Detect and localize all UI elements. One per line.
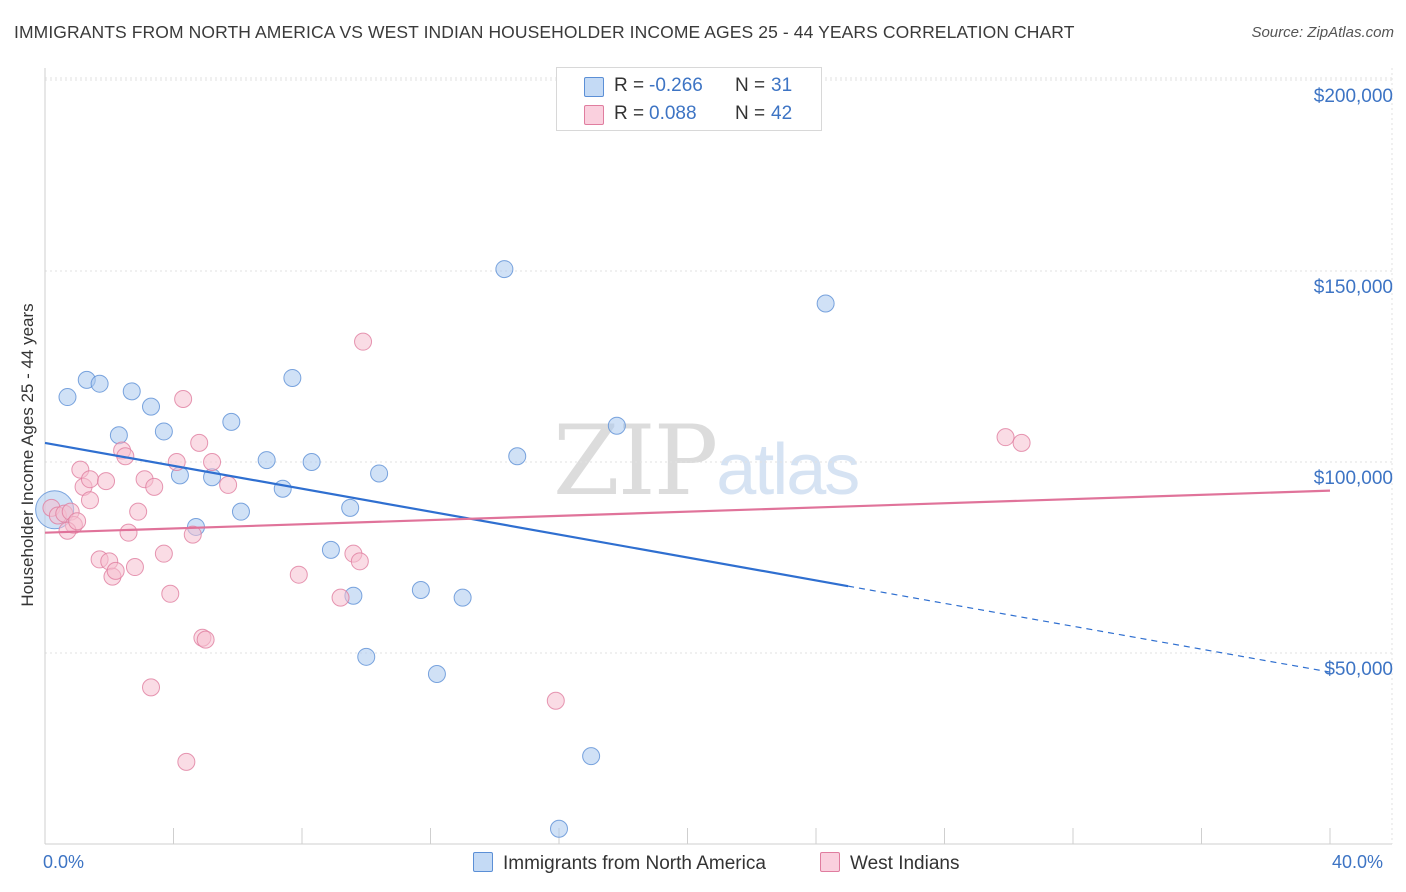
point-west-indians xyxy=(129,502,148,521)
correlation-legend: R = -0.266 N = 31 R = 0.088 N = 42 xyxy=(556,67,822,131)
legend-r-label: R = xyxy=(614,75,645,96)
point-west-indians xyxy=(350,552,369,571)
point-north-america xyxy=(816,294,835,313)
point-north-america xyxy=(427,665,446,684)
point-north-america xyxy=(109,426,128,445)
point-west-indians xyxy=(145,477,164,496)
watermark-atlas: atlas xyxy=(716,430,860,510)
legend-row-west-indians: R = 0.088 N = 42 xyxy=(557,101,821,129)
point-north-america xyxy=(154,422,173,441)
legend-r-label: R = xyxy=(614,103,645,124)
point-north-america xyxy=(357,647,376,666)
point-north-america xyxy=(58,388,77,407)
watermark: ZIPatlas xyxy=(553,405,860,517)
point-west-indians xyxy=(80,470,99,489)
point-north-america xyxy=(321,540,340,559)
bottom-legend-label-north-america: Immigrants from North America xyxy=(503,853,766,874)
point-west-indians xyxy=(161,584,180,603)
y-tick-label-50k: $50,000 xyxy=(1324,659,1393,680)
legend-r-value: -0.266 xyxy=(649,75,703,96)
trendline-west-indians xyxy=(44,489,1331,534)
point-north-america xyxy=(453,588,472,607)
point-west-indians xyxy=(142,678,161,697)
point-north-america xyxy=(257,451,276,470)
legend-n-label: N = xyxy=(735,103,766,124)
point-north-america xyxy=(302,453,321,471)
point-north-america xyxy=(582,747,601,766)
watermark-zip: ZIP xyxy=(553,405,718,517)
point-north-america xyxy=(90,374,109,393)
point-north-america xyxy=(231,502,250,521)
legend-n-label: N = xyxy=(735,75,766,96)
x-tick-label-min: 0.0% xyxy=(43,852,85,872)
point-north-america xyxy=(508,447,527,466)
y-tick-label-200k: $200,000 xyxy=(1313,86,1393,107)
point-west-indians xyxy=(183,525,202,544)
point-north-america xyxy=(495,260,514,279)
point-west-indians xyxy=(546,691,565,710)
point-west-indians xyxy=(174,389,193,408)
point-north-america xyxy=(370,464,389,483)
bottom-legend-swatch-north-america xyxy=(473,852,493,872)
point-west-indians xyxy=(289,565,308,584)
legend-r-value: 0.088 xyxy=(649,103,697,124)
point-west-indians xyxy=(125,558,144,577)
point-north-america xyxy=(142,397,161,416)
bottom-legend-west-indians: West Indians xyxy=(820,852,959,875)
trendline-north-america xyxy=(44,441,849,588)
point-west-indians xyxy=(119,523,138,542)
point-north-america xyxy=(122,382,141,401)
y-tick-label-150k: $150,000 xyxy=(1313,277,1393,298)
point-west-indians xyxy=(106,561,125,580)
point-north-america xyxy=(283,368,302,387)
legend-n-value: 42 xyxy=(771,103,793,124)
point-north-america xyxy=(550,819,568,838)
x-tick-label-max: 40.0% xyxy=(1332,852,1384,872)
point-north-america xyxy=(222,412,241,431)
point-west-indians xyxy=(80,491,99,510)
point-north-america xyxy=(607,416,626,435)
bottom-legend-north-america: Immigrants from North America xyxy=(473,852,766,875)
point-north-america xyxy=(273,479,292,498)
point-west-indians xyxy=(97,472,116,491)
trendline-north-america-projection xyxy=(848,585,1331,673)
legend-swatch-north-america xyxy=(584,77,604,97)
point-west-indians xyxy=(354,332,373,351)
y-axis-label: Householder Income Ages 25 - 44 years xyxy=(18,303,37,607)
point-west-indians xyxy=(68,512,87,531)
point-west-indians xyxy=(219,475,238,494)
point-west-indians xyxy=(203,453,222,471)
bottom-legend-swatch-west-indians xyxy=(820,852,840,872)
point-north-america xyxy=(411,580,430,599)
bottom-legend-label-west-indians: West Indians xyxy=(850,853,960,874)
legend-row-north-america: R = -0.266 N = 31 xyxy=(557,73,821,101)
chart-title: IMMIGRANTS FROM NORTH AMERICA VS WEST IN… xyxy=(14,22,1075,42)
point-west-indians xyxy=(154,544,173,563)
point-west-indians xyxy=(196,630,215,649)
legend-n-value: 31 xyxy=(771,75,793,96)
point-west-indians xyxy=(1012,433,1031,452)
point-west-indians xyxy=(331,588,350,607)
point-west-indians xyxy=(190,433,209,452)
legend-swatch-west-indians xyxy=(584,105,604,125)
source-credit: Source: ZipAtlas.com xyxy=(1251,24,1394,41)
point-west-indians xyxy=(996,428,1015,447)
y-tick-label-100k: $100,000 xyxy=(1313,468,1393,489)
point-north-america xyxy=(341,498,360,517)
point-west-indians xyxy=(177,752,196,771)
